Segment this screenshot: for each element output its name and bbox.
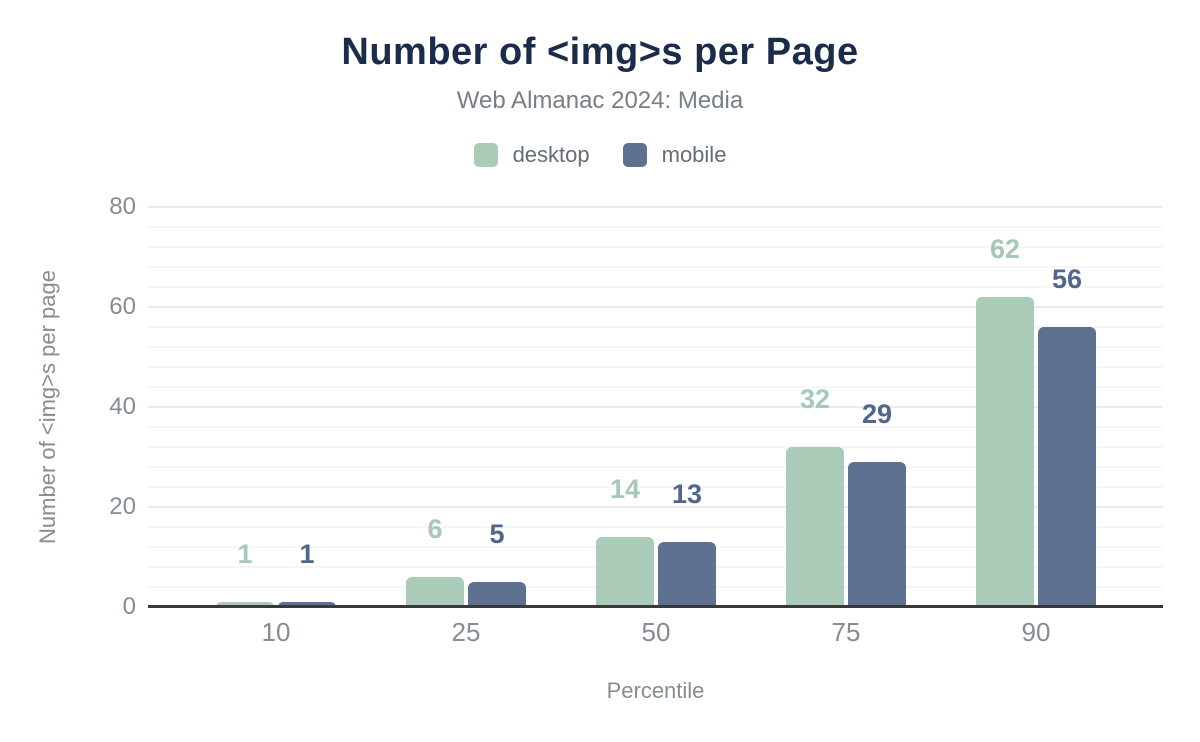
- gridline-major: [148, 406, 1163, 408]
- chart-title: Number of <img>s per Page: [341, 31, 859, 73]
- gridline-minor: [148, 246, 1163, 248]
- gridline-minor: [148, 366, 1163, 368]
- bar-mobile-p10[interactable]: [278, 602, 336, 607]
- gridline-minor: [148, 586, 1163, 588]
- legend-label-desktop: desktop: [512, 142, 590, 167]
- y-axis-tick-label: 60: [109, 293, 136, 320]
- y-axis-tick-label: 20: [109, 493, 136, 520]
- bar-mobile-p90[interactable]: [1038, 327, 1096, 607]
- gridline-minor: [148, 486, 1163, 488]
- y-axis-title: Number of <img>s per page: [35, 270, 60, 544]
- bar-value-desktop-p75: 32: [799, 384, 831, 414]
- bar-value-mobile-p90: 56: [1051, 264, 1083, 294]
- bar-value-desktop-p50: 14: [609, 474, 641, 504]
- gridline-minor: [148, 326, 1163, 328]
- x-axis-tick-label: 90: [1021, 617, 1051, 647]
- x-axis-tick-label: 10: [261, 617, 291, 647]
- gridline-minor: [148, 466, 1163, 468]
- bar-mobile-p75[interactable]: [848, 462, 906, 607]
- bar-value-desktop-p90: 62: [989, 234, 1021, 264]
- gridline-minor: [148, 446, 1163, 448]
- gridline-major: [148, 206, 1163, 208]
- bar-value-mobile-p50: 13: [671, 479, 703, 509]
- bar-value-desktop-p25: 6: [427, 514, 443, 544]
- y-axis-tick-label: 40: [109, 393, 136, 420]
- x-axis-tick-label: 50: [641, 617, 671, 647]
- gridline-minor: [148, 386, 1163, 388]
- bar-desktop-p50[interactable]: [596, 537, 654, 607]
- legend: desktop mobile: [0, 142, 1200, 167]
- legend-swatch-mobile: [622, 142, 647, 167]
- gridline-minor: [148, 426, 1163, 428]
- legend-swatch-desktop: [473, 142, 498, 167]
- gridline-minor: [148, 266, 1163, 268]
- bar-value-mobile-p10: 1: [299, 539, 315, 569]
- bar-desktop-p10[interactable]: [216, 602, 274, 607]
- gridline-minor: [148, 566, 1163, 568]
- x-axis-tick-label: 75: [831, 617, 861, 647]
- legend-label-mobile: mobile: [661, 142, 727, 167]
- gridline-minor: [148, 286, 1163, 288]
- bar-mobile-p25[interactable]: [468, 582, 526, 607]
- bar-desktop-p25[interactable]: [406, 577, 464, 607]
- bar-value-desktop-p10: 1: [237, 539, 253, 569]
- legend-item-desktop[interactable]: desktop: [473, 142, 590, 167]
- gridline-minor: [148, 226, 1163, 228]
- gridline-major: [148, 506, 1163, 508]
- gridline-minor: [148, 346, 1163, 348]
- bar-value-mobile-p75: 29: [861, 399, 893, 429]
- x-axis-tick-label: 25: [451, 617, 481, 647]
- gridline-major: [148, 306, 1163, 308]
- bar-desktop-p75[interactable]: [786, 447, 844, 607]
- x-axis-line: [148, 605, 1163, 608]
- bar-desktop-p90[interactable]: [976, 297, 1034, 607]
- bar-mobile-p50[interactable]: [658, 542, 716, 607]
- chart-subtitle: Web Almanac 2024: Media: [456, 87, 744, 114]
- gridline-minor: [148, 546, 1163, 548]
- legend-item-mobile[interactable]: mobile: [622, 142, 727, 167]
- x-axis-title: Percentile: [606, 678, 705, 703]
- bar-value-mobile-p25: 5: [489, 519, 505, 549]
- y-axis-tick-label: 0: [122, 593, 136, 620]
- y-axis-tick-label: 80: [109, 193, 136, 220]
- gridline-minor: [148, 526, 1163, 528]
